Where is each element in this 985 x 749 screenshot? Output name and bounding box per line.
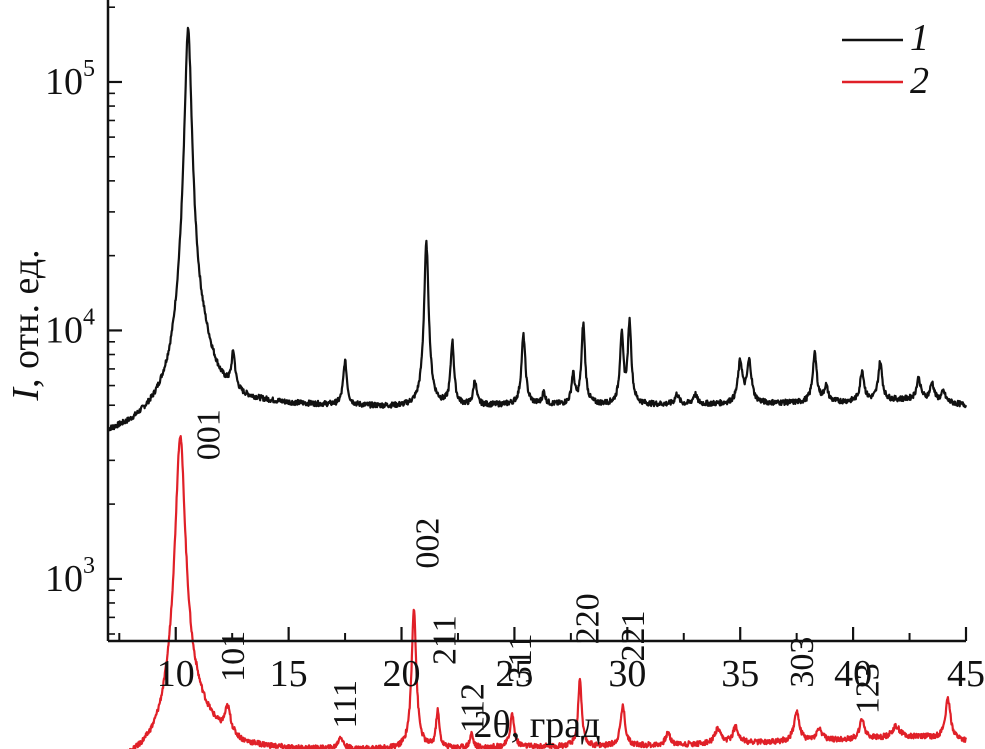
x-tick-label: 10 bbox=[157, 653, 195, 695]
peak-label-002: 002 bbox=[409, 518, 446, 569]
peak-label-303: 303 bbox=[784, 637, 821, 688]
y-tick-label: 105 bbox=[45, 56, 95, 103]
series-layer bbox=[107, 26, 968, 749]
x-tick-label: 25 bbox=[495, 653, 533, 695]
series-2-line bbox=[127, 435, 968, 749]
peak-label-123: 123 bbox=[850, 663, 887, 714]
x-axis-title: 2θ, град bbox=[474, 704, 601, 746]
peak-label-101: 101 bbox=[215, 631, 252, 682]
y-axis-title-rest: , отн. ед. bbox=[5, 249, 47, 388]
peak-label-211: 211 bbox=[426, 615, 463, 665]
ticks-layer: 10 15 20 25 30 35 40 45 103 104 105 bbox=[45, 6, 985, 695]
x-tick-label: 35 bbox=[721, 653, 759, 695]
series-1-line bbox=[107, 26, 968, 432]
peak-label-221: 221 bbox=[615, 611, 652, 662]
annotations-layer: 001 101 111 002 211 112 311 220 221 303 123 bbox=[190, 409, 886, 733]
x-tick-label: 40 bbox=[834, 653, 872, 695]
y-tick-label: 104 bbox=[45, 304, 95, 351]
peak-label-311: 311 bbox=[502, 634, 539, 684]
y-tick-label: 103 bbox=[45, 553, 95, 600]
x-tick-label: 45 bbox=[947, 653, 985, 695]
x-tick-label: 30 bbox=[608, 653, 646, 695]
peak-label-111: 111 bbox=[327, 680, 364, 728]
peak-label-220: 220 bbox=[570, 593, 607, 644]
legend: 1 2 bbox=[842, 17, 929, 102]
peak-label-112: 112 bbox=[455, 683, 492, 733]
peak-label-001: 001 bbox=[190, 409, 227, 460]
x-tick-label: 20 bbox=[383, 653, 421, 695]
x-tick-label: 15 bbox=[270, 653, 308, 695]
y-axis-title: I, отн. ед. bbox=[5, 249, 47, 401]
axes-layer bbox=[106, 0, 966, 643]
y-axis-title-italic: I bbox=[5, 386, 47, 402]
legend-label-1: 1 bbox=[910, 17, 929, 59]
legend-label-2: 2 bbox=[910, 60, 929, 102]
